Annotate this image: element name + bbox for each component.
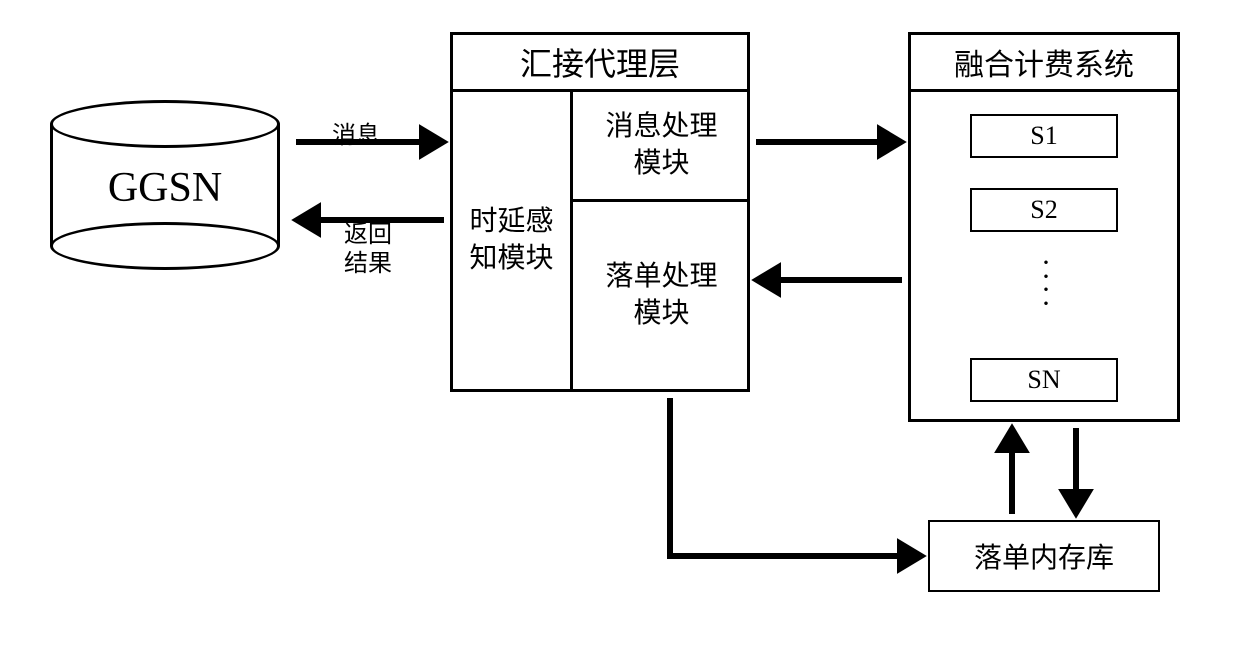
proxy-msg-label: 消息处理 模块 [605, 109, 717, 182]
proxy-msg-module: 消息处理 模块 [573, 92, 750, 202]
msg-label: 消息 [332, 122, 380, 151]
proxy-title: 汇接代理层 [450, 32, 750, 92]
billing-title-text: 融合计费系统 [954, 40, 1134, 84]
proxy-drop-label: 落单处理 模块 [605, 259, 717, 332]
proxy-body: 时延感 知模块 消息处理 模块 落单处理 模块 [450, 89, 750, 392]
billing-sn-label: SN [1027, 365, 1060, 395]
storage-label: 落单内存库 [974, 536, 1114, 576]
ggsn-label: GGSN [50, 164, 280, 212]
return-label: 返回 结果 [344, 192, 392, 278]
proxy-drop-module: 落单处理 模块 [573, 202, 750, 389]
proxy-title-text: 汇接代理层 [520, 39, 680, 85]
billing-s2: S2 [970, 188, 1118, 232]
billing-sn: SN [970, 358, 1118, 402]
diagram-canvas: GGSN 汇接代理层 时延感 知模块 消息处理 模块 落单处理 模块 融合计费系… [0, 0, 1240, 646]
proxy-delay-label: 时延感 知模块 [469, 204, 553, 277]
proxy-delay-module: 时延感 知模块 [453, 92, 573, 389]
billing-title: 融合计费系统 [908, 32, 1180, 92]
billing-s1: S1 [970, 114, 1118, 158]
storage-node: 落单内存库 [928, 520, 1160, 592]
billing-dots: ···· [1036, 256, 1056, 310]
billing-s2-label: S2 [1030, 195, 1057, 225]
billing-s1-label: S1 [1030, 121, 1057, 151]
ggsn-node: GGSN [50, 100, 280, 270]
